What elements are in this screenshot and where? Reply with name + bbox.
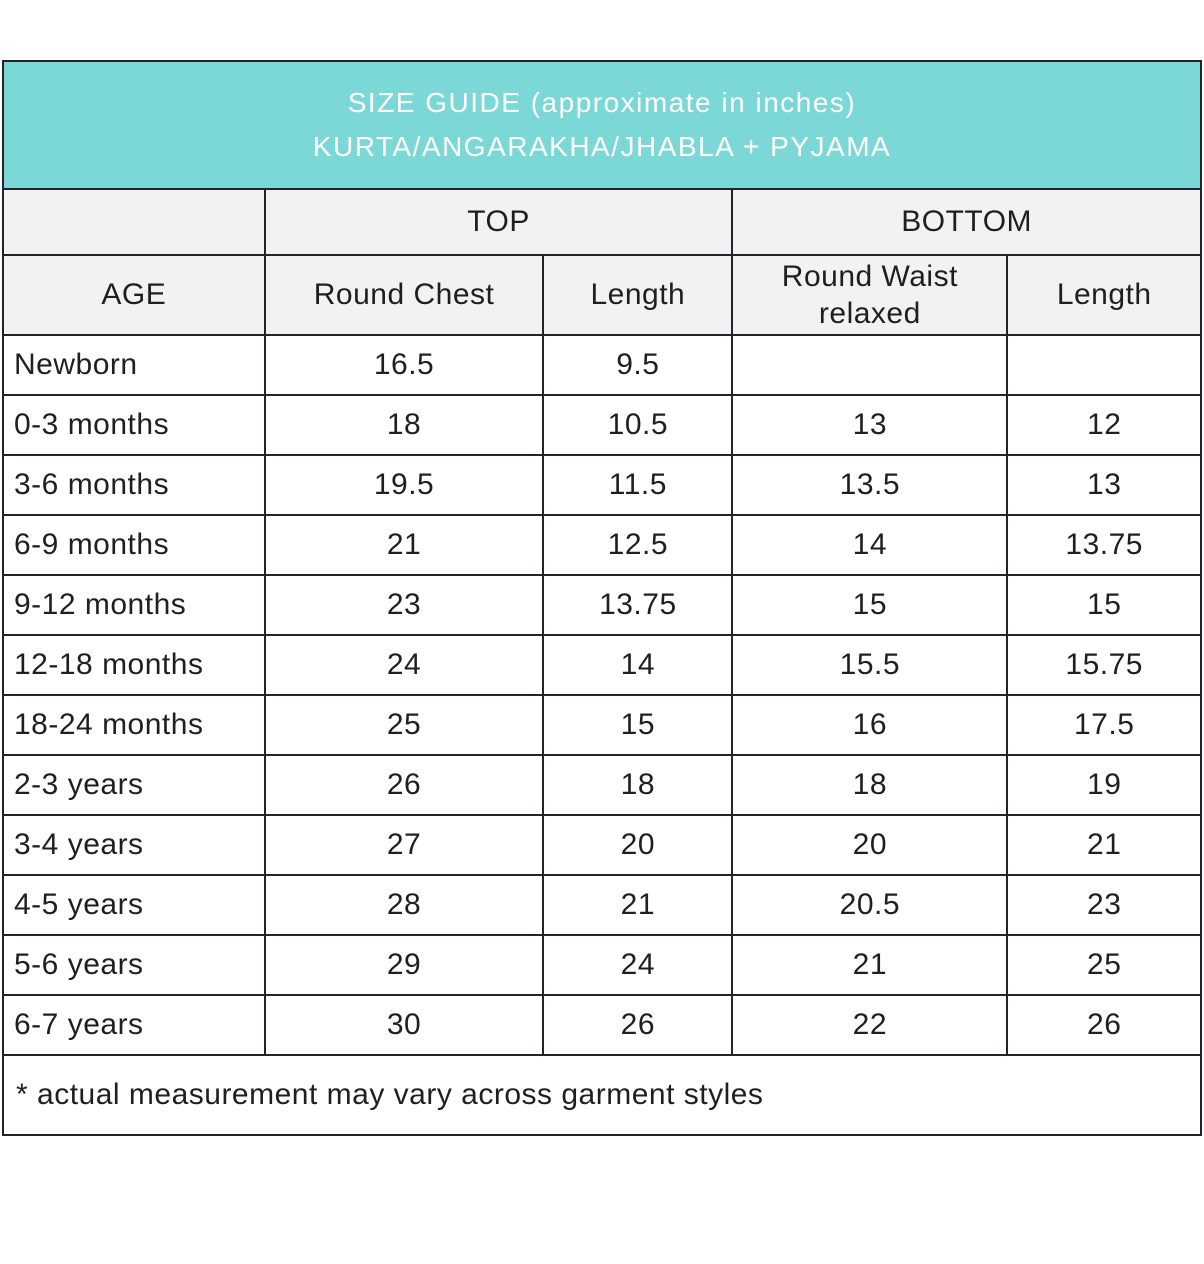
value-cell: 20	[542, 814, 734, 876]
value-cell: 18	[542, 754, 734, 816]
column-header-round-waist: Round Waist relaxed	[731, 254, 1009, 336]
value-cell: 13	[731, 394, 1009, 456]
group-header-row: TOP BOTTOM	[3, 189, 1201, 256]
value-cell: 12	[1006, 394, 1201, 456]
table-row: 3-6 months 19.5 11.5 13.5 13	[3, 454, 1201, 516]
value-cell: 26	[263, 754, 545, 816]
value-cell: 21	[1006, 814, 1201, 876]
age-cell: 3-4 years	[3, 814, 266, 876]
table-row: 9-12 months 23 13.75 15 15	[3, 574, 1201, 636]
column-header-age: AGE	[3, 254, 266, 336]
value-cell: 26	[542, 994, 734, 1055]
value-cell: 14	[542, 634, 734, 696]
age-cell: 18-24 months	[3, 694, 266, 756]
age-cell: 5-6 years	[3, 934, 266, 996]
group-header-bottom: BOTTOM	[731, 189, 1201, 256]
value-cell: 29	[263, 934, 545, 996]
value-cell: 23	[1006, 874, 1201, 936]
value-cell: 25	[263, 694, 545, 756]
age-cell: 4-5 years	[3, 874, 266, 936]
value-cell: 24	[542, 934, 734, 996]
value-cell: 21	[542, 874, 734, 936]
age-cell: 12-18 months	[3, 634, 266, 696]
table-row: 18-24 months 25 15 16 17.5	[3, 694, 1201, 756]
table-row: 2-3 years 26 18 18 19	[3, 754, 1201, 816]
value-cell	[1006, 334, 1201, 396]
table-row: 3-4 years 27 20 20 21	[3, 814, 1201, 876]
value-cell: 22	[731, 994, 1009, 1055]
size-guide-banner: SIZE GUIDE (approximate in inches) KURTA…	[4, 62, 1200, 190]
value-cell: 20.5	[731, 874, 1009, 936]
age-cell: 0-3 months	[3, 394, 266, 456]
value-cell: 30	[263, 994, 545, 1055]
value-cell: 13.75	[1006, 514, 1201, 576]
age-cell: 6-9 months	[3, 514, 266, 576]
value-cell: 15.5	[731, 634, 1009, 696]
value-cell: 15	[542, 694, 734, 756]
age-cell: Newborn	[3, 334, 266, 396]
value-cell: 26	[1006, 994, 1201, 1055]
column-header-row: AGE Round Chest Length Round Waist relax…	[3, 254, 1201, 336]
table-row: Newborn 16.5 9.5	[3, 334, 1201, 396]
column-header-top-length: Length	[542, 254, 734, 336]
value-cell: 14	[731, 514, 1009, 576]
value-cell: 27	[263, 814, 545, 876]
value-cell: 13.75	[542, 574, 734, 636]
value-cell: 16	[731, 694, 1009, 756]
value-cell: 15	[1006, 574, 1201, 636]
value-cell: 10.5	[542, 394, 734, 456]
value-cell: 15.75	[1006, 634, 1201, 696]
age-cell: 2-3 years	[3, 754, 266, 816]
age-cell: 9-12 months	[3, 574, 266, 636]
value-cell: 9.5	[542, 334, 734, 396]
size-guide-panel: SIZE GUIDE (approximate in inches) KURTA…	[2, 60, 1202, 1136]
value-cell: 17.5	[1006, 694, 1201, 756]
age-cell: 6-7 years	[3, 994, 266, 1055]
value-cell: 23	[263, 574, 545, 636]
banner-title-line1: SIZE GUIDE (approximate in inches)	[347, 87, 857, 118]
column-header-bottom-length: Length	[1006, 254, 1201, 336]
table-row: 6-9 months 21 12.5 14 13.75	[3, 514, 1201, 576]
value-cell: 28	[263, 874, 545, 936]
value-cell: 25	[1006, 934, 1201, 996]
table-row: 0-3 months 18 10.5 13 12	[3, 394, 1201, 456]
value-cell: 18	[263, 394, 545, 456]
value-cell: 15	[731, 574, 1009, 636]
group-header-empty	[3, 189, 266, 256]
table-row: 5-6 years 29 24 21 25	[3, 934, 1201, 996]
value-cell: 16.5	[263, 334, 545, 396]
value-cell	[731, 334, 1009, 396]
size-guide-table: TOP BOTTOM AGE Round Chest Length Round …	[3, 189, 1201, 1055]
value-cell: 19.5	[263, 454, 545, 516]
banner-title-line2: KURTA/ANGARAKHA/JHABLA + PYJAMA	[312, 131, 892, 162]
age-cell: 3-6 months	[3, 454, 266, 516]
value-cell: 13	[1006, 454, 1201, 516]
value-cell: 18	[731, 754, 1009, 816]
value-cell: 21	[731, 934, 1009, 996]
table-row: 4-5 years 28 21 20.5 23	[3, 874, 1201, 936]
value-cell: 21	[263, 514, 545, 576]
table-row: 12-18 months 24 14 15.5 15.75	[3, 634, 1201, 696]
value-cell: 12.5	[542, 514, 734, 576]
value-cell: 20	[731, 814, 1009, 876]
value-cell: 13.5	[731, 454, 1009, 516]
value-cell: 11.5	[542, 454, 734, 516]
value-cell: 24	[263, 634, 545, 696]
table-row: 6-7 years 30 26 22 26	[3, 994, 1201, 1055]
group-header-top: TOP	[263, 189, 734, 256]
footnote: * actual measurement may vary across gar…	[4, 1054, 1200, 1134]
column-header-round-chest: Round Chest	[263, 254, 545, 336]
value-cell: 19	[1006, 754, 1201, 816]
